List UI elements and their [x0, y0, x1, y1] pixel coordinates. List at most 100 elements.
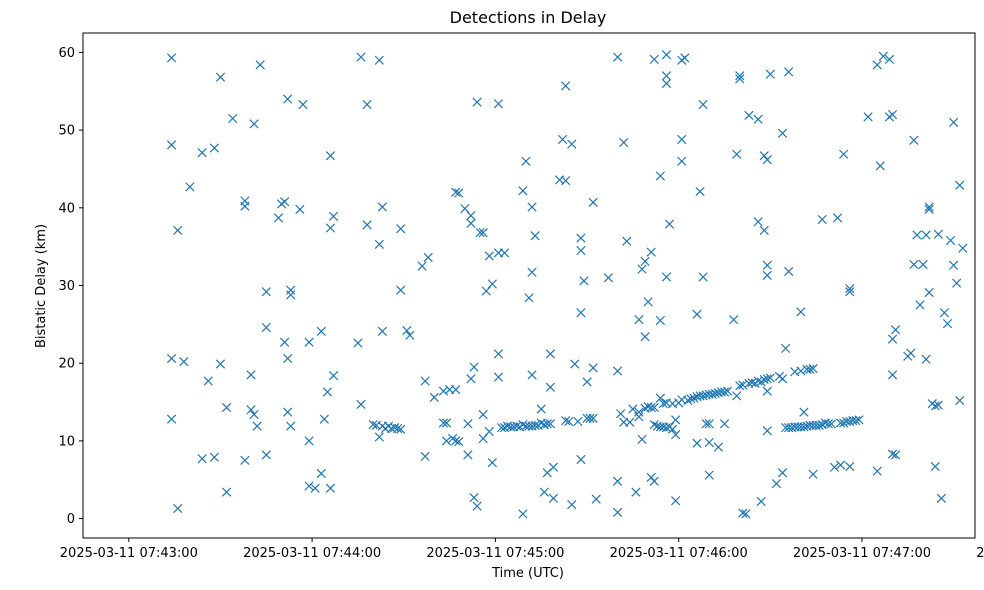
data-point [622, 236, 632, 246]
data-point [661, 78, 672, 89]
x-tick-label: 2025-03-11 07:47:00 [793, 546, 931, 561]
data-point [487, 458, 497, 468]
data-point [377, 326, 387, 336]
data-point [741, 509, 751, 519]
data-point [805, 364, 815, 375]
data-point [912, 230, 922, 240]
data-point [955, 395, 965, 406]
data-point [753, 217, 763, 227]
data-point [402, 325, 412, 336]
data-point [567, 139, 577, 149]
data-point [454, 437, 464, 447]
data-point [530, 231, 540, 241]
data-point [765, 69, 775, 79]
data-point [585, 413, 595, 423]
data-point [612, 52, 623, 62]
data-point [692, 309, 702, 319]
data-point [823, 419, 833, 429]
y-tick-label: 60 [58, 46, 75, 61]
data-point [887, 334, 898, 344]
data-point [512, 421, 522, 431]
data-point [939, 308, 950, 318]
data-point [209, 452, 219, 462]
data-point [637, 264, 647, 274]
data-point [719, 419, 730, 429]
data-point [884, 54, 895, 65]
data-point [799, 422, 809, 432]
data-point [527, 202, 537, 212]
data-point [249, 119, 259, 129]
data-point [759, 225, 769, 235]
data-point [570, 359, 580, 369]
data-point [692, 438, 702, 448]
data-point [667, 424, 678, 434]
data-point [261, 287, 271, 297]
data-point [374, 55, 384, 65]
data-point [701, 419, 711, 429]
data-point [304, 436, 314, 446]
data-point [466, 374, 476, 384]
data-point [356, 399, 366, 409]
data-point [215, 359, 226, 369]
data-point [588, 197, 598, 207]
data-point [777, 128, 788, 138]
data-point [466, 218, 476, 228]
data-point [316, 468, 326, 479]
data-point [484, 251, 494, 261]
data-point [240, 196, 250, 206]
data-point [948, 117, 959, 127]
data-point [246, 405, 256, 415]
data-point [661, 71, 672, 81]
data-point [933, 400, 943, 410]
data-point [649, 476, 659, 486]
data-point [887, 109, 898, 120]
data-point [756, 496, 766, 507]
data-point [499, 248, 510, 258]
data-point [527, 267, 537, 277]
data-point [286, 285, 296, 295]
data-point [203, 376, 213, 386]
data-point [759, 374, 769, 385]
data-point [362, 220, 372, 230]
y-tick-label: 10 [58, 434, 75, 449]
data-point [680, 53, 690, 63]
data-point [799, 407, 809, 417]
data-point [185, 182, 195, 192]
data-point [518, 509, 528, 519]
data-point [784, 67, 794, 77]
data-point [878, 51, 888, 61]
data-point [261, 450, 271, 460]
data-point [735, 74, 745, 84]
data-point [469, 362, 479, 372]
data-point [252, 421, 262, 431]
data-point [722, 386, 733, 396]
data-point [438, 386, 449, 396]
data-point [698, 272, 708, 282]
x-tick-label: 2025-03-11 07:46:00 [610, 546, 748, 561]
data-point [478, 228, 488, 238]
data-point [451, 436, 461, 446]
data-point [466, 210, 476, 221]
data-point [356, 52, 366, 62]
data-point [851, 416, 861, 426]
data-point [478, 409, 488, 420]
data-point [539, 487, 549, 497]
data-point [921, 354, 931, 364]
data-point [612, 476, 623, 486]
data-point [530, 420, 540, 430]
data-point [732, 149, 742, 159]
data-point [279, 337, 290, 347]
data-point [536, 404, 546, 414]
chart-title: Detections in Delay [450, 8, 607, 27]
data-point [548, 493, 559, 504]
data-point [845, 283, 855, 294]
data-point [310, 483, 320, 493]
data-point [686, 394, 696, 404]
data-point [228, 113, 238, 124]
data-point [377, 202, 387, 212]
data-point [777, 374, 788, 384]
data-point [438, 418, 449, 428]
data-point [295, 204, 305, 214]
data-point [924, 204, 934, 214]
